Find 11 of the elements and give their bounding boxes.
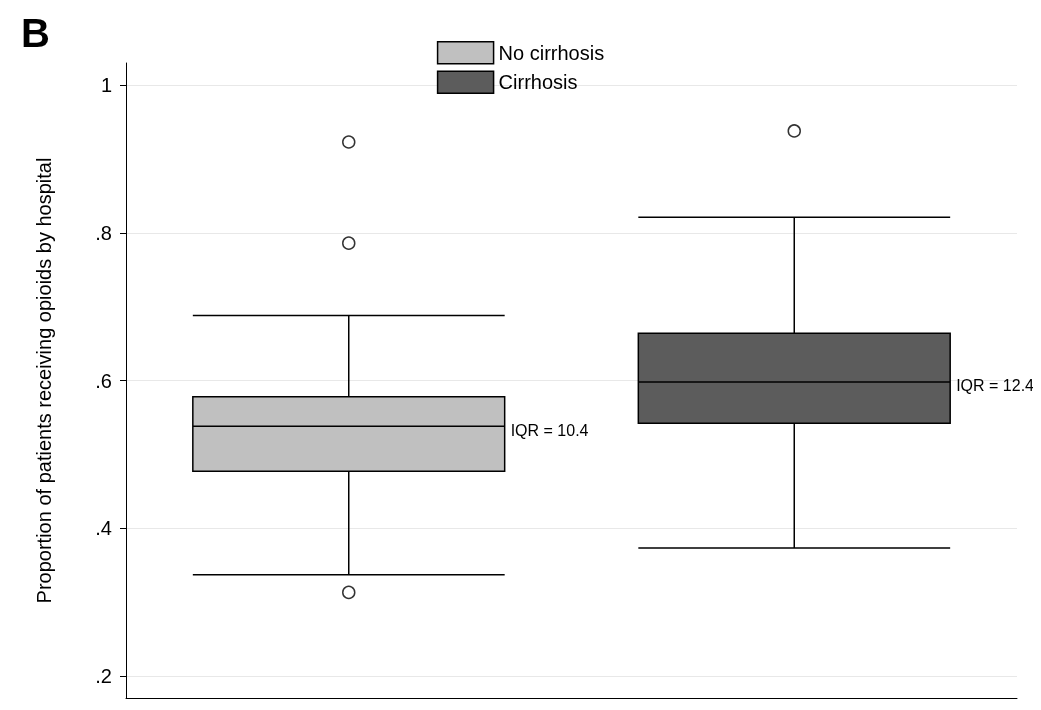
y-tick-label: .4 [95, 517, 112, 540]
y-tick-label: .2 [95, 664, 112, 687]
chart-title: B [21, 11, 50, 55]
y-axis-title: Proportion of patients receiving opioids by hospital [33, 157, 55, 604]
y-tick-label: .6 [95, 369, 112, 392]
annotation: IQR = 10.4 [510, 421, 589, 439]
y-tick-label: 1 [100, 74, 112, 97]
annotation: IQR = 12.4 [956, 377, 1035, 395]
legend-label: No cirrhosis [498, 41, 605, 64]
y-tick-label: .8 [95, 221, 112, 244]
legend-label: Cirrhosis [498, 71, 578, 94]
